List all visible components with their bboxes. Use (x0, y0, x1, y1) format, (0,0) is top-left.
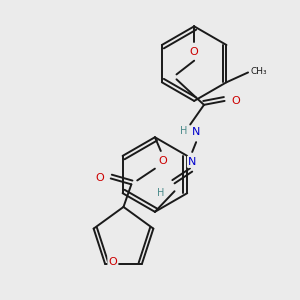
Text: N: N (192, 127, 200, 137)
Text: O: O (109, 257, 117, 267)
Text: H: H (157, 188, 165, 198)
Text: N: N (188, 157, 196, 167)
Text: O: O (190, 47, 199, 57)
Text: CH₃: CH₃ (250, 67, 267, 76)
Text: O: O (231, 96, 240, 106)
Text: O: O (96, 173, 104, 184)
Text: O: O (158, 156, 167, 166)
Text: H: H (180, 126, 187, 136)
